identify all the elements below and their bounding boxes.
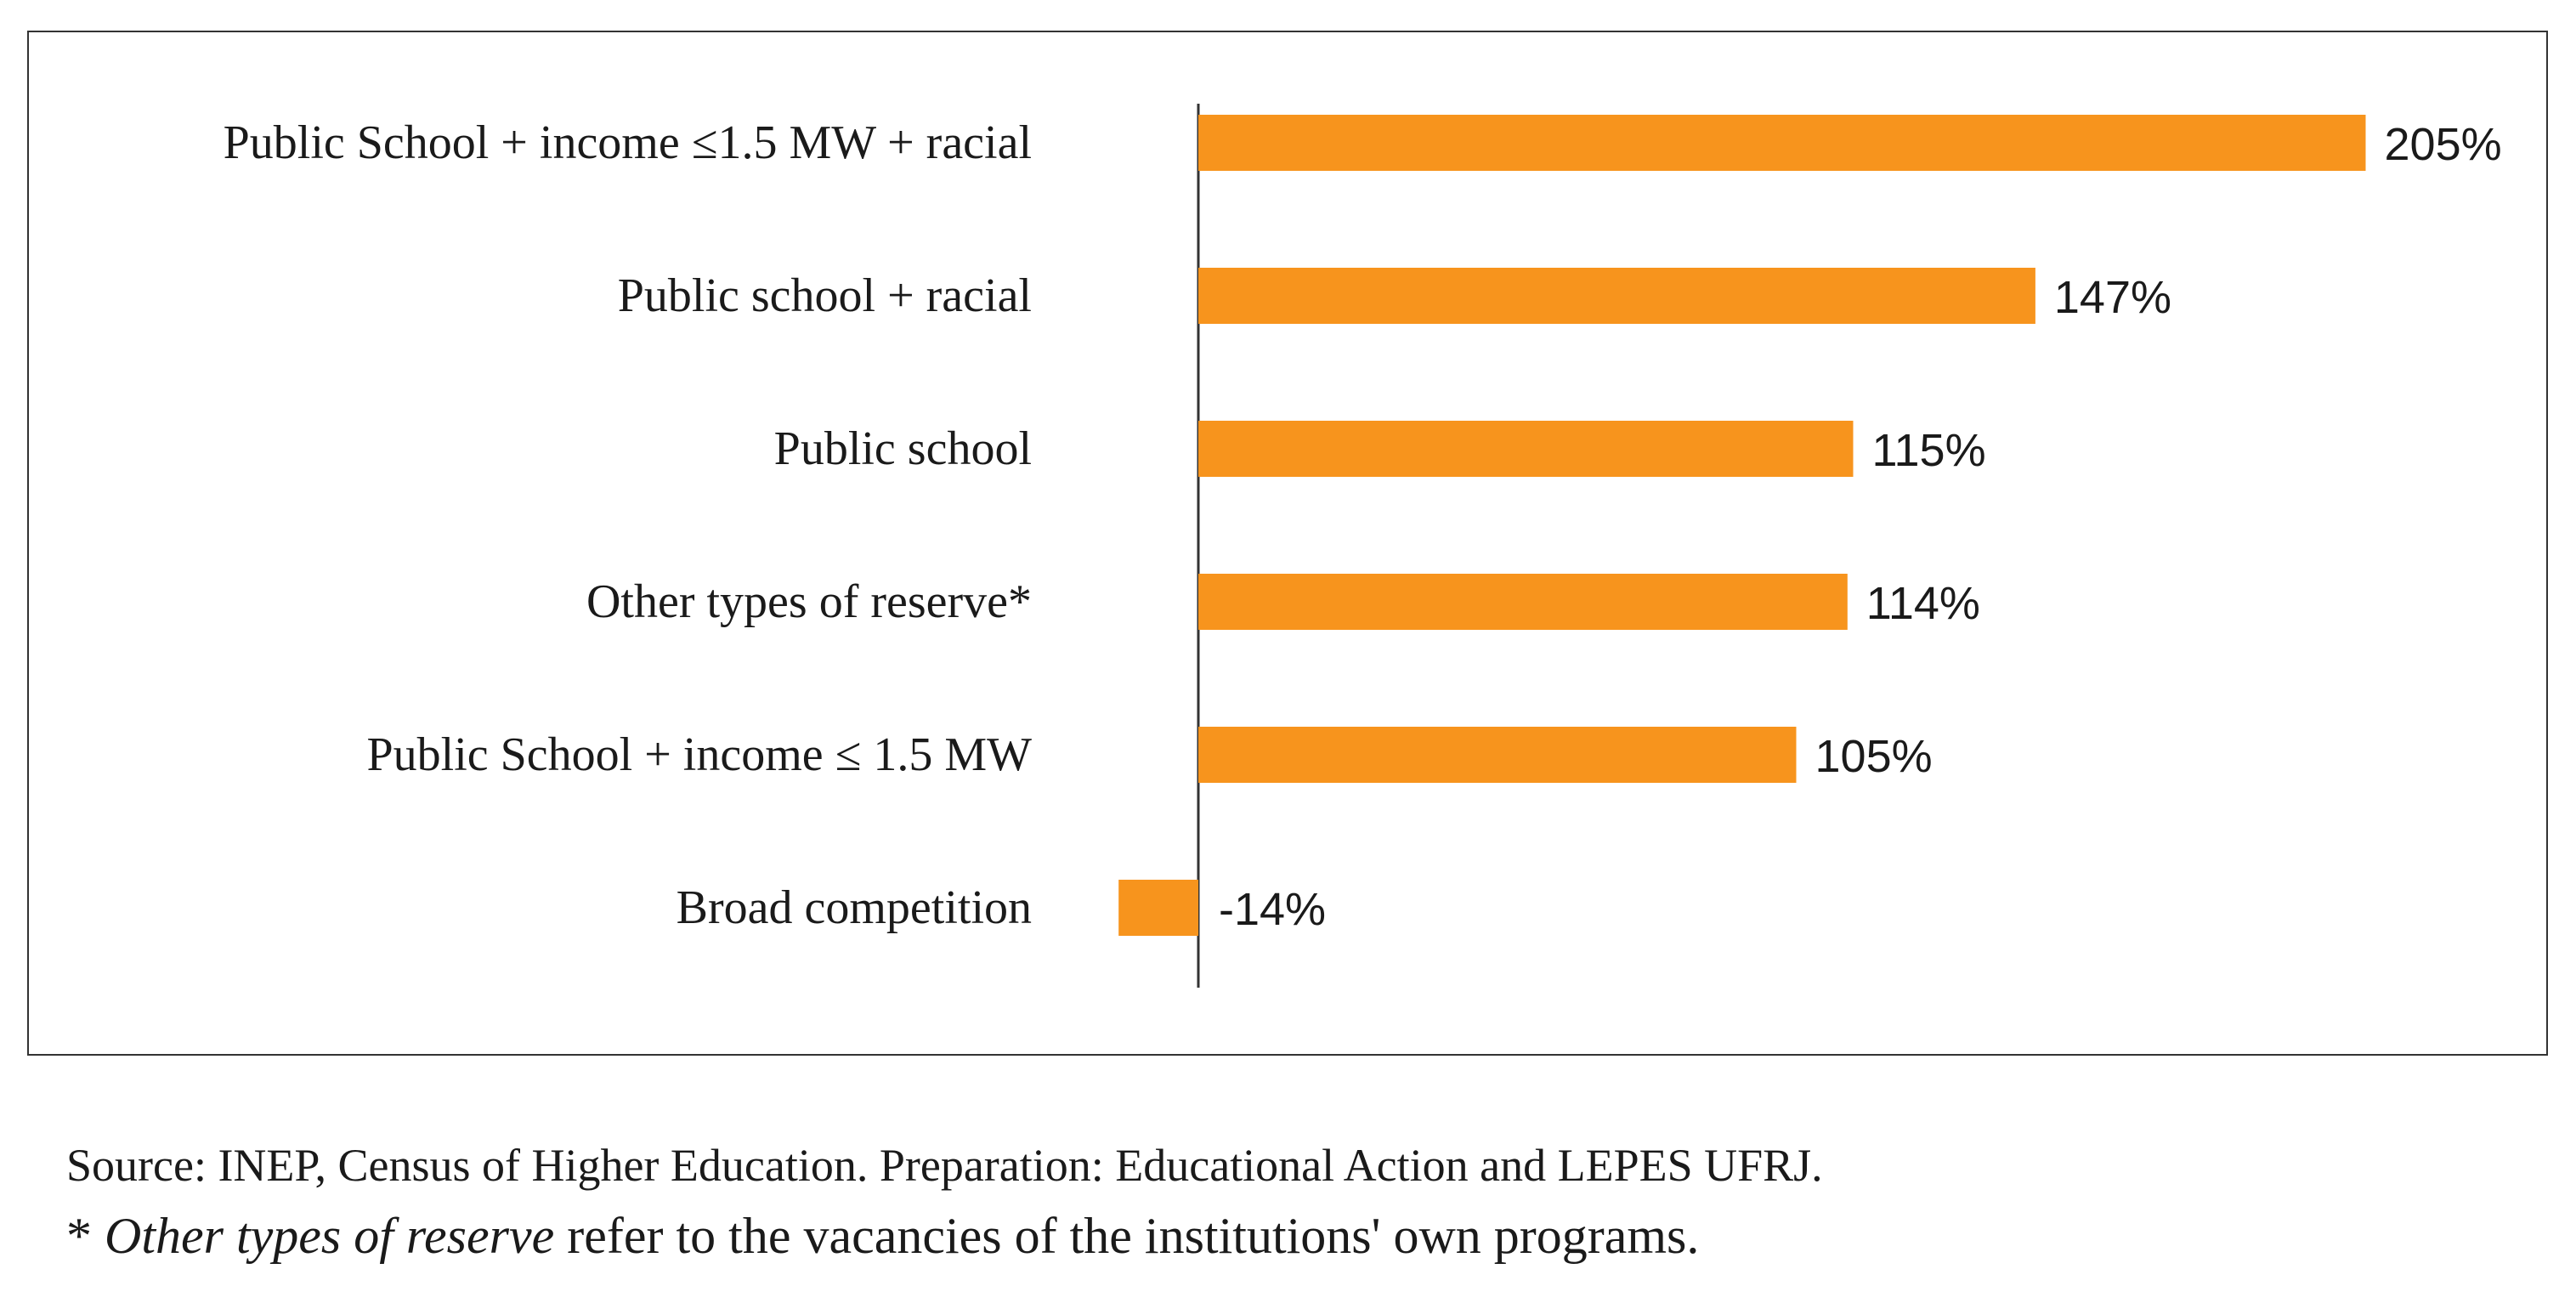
value-label-5: -14% (1219, 884, 1326, 935)
bar-0 (1198, 115, 2366, 171)
bar-4 (1198, 727, 1797, 783)
footnote-rest: refer to the vacancies of the institutio… (554, 1208, 1700, 1264)
category-label-2: Public school (774, 422, 1032, 475)
footnote: * Other types of reserve refer to the va… (66, 1207, 1699, 1266)
value-label-1: 147% (2054, 272, 2171, 323)
chart-frame: Public School + income ≤1.5 MW + racial 2… (27, 31, 2548, 1056)
value-label-0: 205% (2385, 119, 2502, 170)
category-label-1: Public school + racial (618, 269, 1032, 322)
value-label-3: 114% (1866, 578, 1980, 629)
bar-chart: Public School + income ≤1.5 MW + racial 2… (224, 104, 2502, 988)
category-label-0: Public School + income ≤1.5 MW + racial (224, 116, 1032, 169)
footnote-prefix: * (66, 1208, 105, 1264)
value-label-4: 105% (1815, 731, 1933, 782)
category-label-5: Broad competition (677, 881, 1032, 934)
bar-3 (1198, 574, 1848, 630)
bar-2 (1198, 421, 1854, 477)
bar-1 (1198, 268, 2035, 324)
source-note: Source: INEP, Census of Higher Education… (66, 1140, 1823, 1191)
value-label-2: 115% (1872, 425, 1986, 476)
category-label-3: Other types of reserve* (586, 575, 1032, 628)
bar-5 (1118, 880, 1198, 936)
category-label-4: Public School + income ≤ 1.5 MW (367, 728, 1033, 781)
footnote-emphasis: Other types of reserve (105, 1208, 555, 1264)
